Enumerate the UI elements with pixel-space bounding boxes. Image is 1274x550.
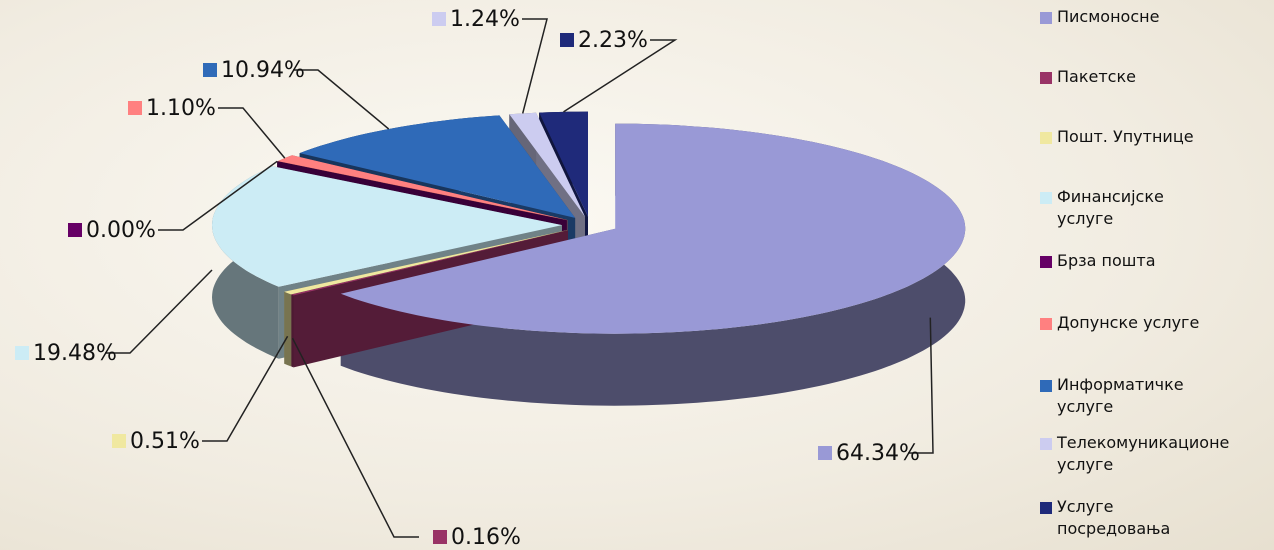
legend-swatch <box>1040 256 1052 268</box>
legend-label: Пакетске <box>1057 67 1136 86</box>
label-swatch <box>818 446 832 460</box>
label-swatch <box>560 33 574 47</box>
legend-label: Брза пошта <box>1057 251 1156 270</box>
legend-item: Писмоносне <box>1040 7 1160 28</box>
slice <box>340 123 966 334</box>
slice-rim <box>284 291 291 367</box>
legend-item: Услуге посредовања <box>1040 497 1217 540</box>
legend-swatch <box>1040 12 1052 24</box>
data-label: 64.34% <box>836 441 920 466</box>
data-label: 0.51% <box>130 429 200 454</box>
legend-label: Услуге посредовања <box>1057 497 1171 538</box>
data-label: 10.94% <box>221 58 305 83</box>
slice <box>299 115 576 218</box>
legend-item: Допунске услуге <box>1040 313 1200 334</box>
leader-line <box>202 335 289 442</box>
label-swatch <box>128 101 142 115</box>
legend-item: Информатичке услуге <box>1040 375 1217 418</box>
leader-line <box>105 269 213 354</box>
data-label: 1.10% <box>146 96 216 121</box>
leader-line <box>218 107 286 159</box>
legend-swatch <box>1040 132 1052 144</box>
slice <box>539 111 588 217</box>
leader-line <box>293 69 390 130</box>
slice-rim <box>291 294 294 368</box>
label-swatch <box>432 12 446 26</box>
legend-item: Пакетске <box>1040 67 1136 88</box>
slice <box>509 112 585 217</box>
legend-swatch <box>1040 72 1052 84</box>
leader-line <box>158 160 278 231</box>
leader-line <box>563 39 678 113</box>
legend-label: Финансијске услуге <box>1057 187 1164 228</box>
leader-line <box>521 18 548 114</box>
leader-line <box>291 337 419 538</box>
legend-item: Телекомуникационе услуге <box>1040 433 1230 476</box>
slice <box>284 230 568 295</box>
label-swatch <box>203 63 217 77</box>
legend-item: Брза пошта <box>1040 251 1156 272</box>
data-label: 0.16% <box>451 525 521 550</box>
legend-swatch <box>1040 438 1052 450</box>
label-swatch <box>112 434 126 448</box>
legend-swatch <box>1040 192 1052 204</box>
legend-swatch <box>1040 502 1052 514</box>
data-label: 19.48% <box>33 341 117 366</box>
slice <box>212 166 562 287</box>
label-swatch <box>15 346 29 360</box>
legend-label: Допунске услуге <box>1057 313 1200 332</box>
data-label: 1.24% <box>450 7 520 32</box>
legend-label: Телекомуникационе услуге <box>1057 433 1230 474</box>
label-swatch <box>68 223 82 237</box>
legend-label: Информатичке услуге <box>1057 375 1184 416</box>
legend-label: Писмоносне <box>1057 7 1160 26</box>
data-label: 2.23% <box>578 28 648 53</box>
legend-item: Финансијске услуге <box>1040 187 1217 230</box>
legend-swatch <box>1040 380 1052 392</box>
legend-swatch <box>1040 318 1052 330</box>
slice <box>277 155 568 220</box>
legend-label: Пошт. Упутнице <box>1057 127 1194 146</box>
slice <box>291 230 568 296</box>
leader-line <box>908 317 934 454</box>
label-swatch <box>433 530 447 544</box>
legend-item: Пошт. Упутнице <box>1040 127 1194 148</box>
data-label: 0.00% <box>86 218 156 243</box>
